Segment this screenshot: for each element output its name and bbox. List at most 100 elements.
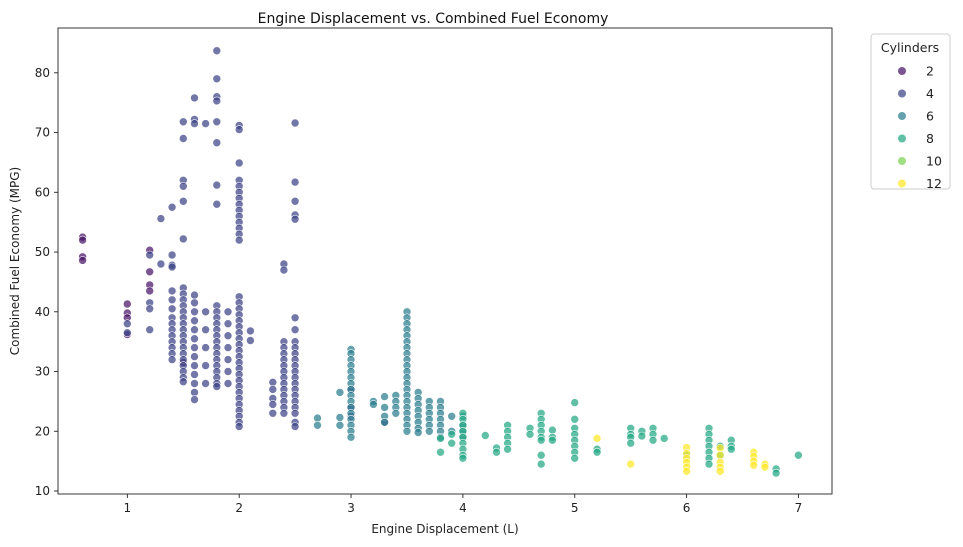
legend-frame xyxy=(870,33,951,190)
data-point xyxy=(201,119,210,128)
data-point xyxy=(279,265,289,275)
plot-area xyxy=(57,27,833,495)
legend-marker xyxy=(898,157,906,165)
data-point xyxy=(212,138,222,147)
data-point xyxy=(749,460,759,470)
y-tick-label: 10 xyxy=(35,484,50,498)
legend-entry: 2 xyxy=(898,64,934,79)
data-point xyxy=(570,398,580,407)
data-point xyxy=(436,434,445,443)
data-point xyxy=(223,319,233,329)
data-point xyxy=(380,403,389,412)
y-axis: 10 20 30 40 50 60 70 80 xyxy=(35,66,58,498)
data-point xyxy=(290,422,300,431)
legend-label: 10 xyxy=(926,154,942,169)
legend-entry: 8 xyxy=(898,131,934,146)
data-point xyxy=(212,74,222,84)
data-point xyxy=(536,459,546,469)
y-tick-label: 20 xyxy=(35,424,50,438)
data-point xyxy=(659,434,669,443)
data-point xyxy=(78,235,87,245)
legend-entries: 2 4 6 8 10 12 xyxy=(898,64,942,191)
data-point xyxy=(190,307,199,317)
data-point xyxy=(167,355,177,364)
data-points xyxy=(78,46,803,478)
legend-marker xyxy=(898,134,906,143)
data-point xyxy=(234,235,244,245)
data-point xyxy=(223,355,233,364)
data-point xyxy=(290,118,300,128)
data-point xyxy=(212,382,222,391)
legend-label: 2 xyxy=(926,64,934,79)
data-point xyxy=(536,435,546,445)
data-point xyxy=(234,422,244,431)
chart-title: Engine Displacement vs. Combined Fuel Ec… xyxy=(258,11,609,27)
legend-entry: 6 xyxy=(898,109,934,124)
x-axis-label: Engine Displacement (L) xyxy=(371,522,518,536)
data-point xyxy=(313,413,322,423)
data-point xyxy=(290,325,300,335)
data-point xyxy=(268,408,278,418)
data-point xyxy=(290,408,300,418)
data-point xyxy=(167,304,177,314)
legend-marker xyxy=(898,112,906,120)
legend-label: 6 xyxy=(926,109,934,124)
data-point xyxy=(190,334,199,344)
data-point xyxy=(380,417,389,427)
data-point xyxy=(167,202,177,212)
data-point xyxy=(223,307,233,317)
data-point xyxy=(179,377,188,387)
data-point xyxy=(548,435,557,445)
data-point xyxy=(726,444,736,454)
legend-label: 8 xyxy=(926,131,934,146)
data-point xyxy=(190,370,199,379)
data-point xyxy=(536,450,546,460)
data-point xyxy=(637,431,647,441)
data-point xyxy=(268,400,278,409)
data-point xyxy=(570,414,580,424)
plot-frame xyxy=(57,27,833,495)
data-point xyxy=(123,299,132,309)
data-point xyxy=(480,431,490,440)
data-point xyxy=(447,429,457,439)
data-point xyxy=(190,352,199,361)
data-point xyxy=(201,307,210,317)
data-point xyxy=(167,250,177,260)
data-point xyxy=(234,125,244,134)
data-point xyxy=(313,420,322,430)
data-point xyxy=(525,429,535,439)
data-point xyxy=(436,447,445,457)
data-point xyxy=(212,96,222,106)
data-point xyxy=(78,256,87,265)
data-point xyxy=(190,93,199,103)
data-point xyxy=(179,134,188,143)
data-point xyxy=(794,450,803,460)
legend-marker xyxy=(898,179,906,188)
data-point xyxy=(190,290,199,300)
series-6-cyl xyxy=(313,307,468,442)
data-point xyxy=(212,180,222,190)
x-tick-label: 1 xyxy=(124,501,132,515)
data-point xyxy=(626,459,636,469)
data-point xyxy=(190,325,199,335)
data-point xyxy=(648,435,658,445)
data-point xyxy=(771,468,781,478)
data-point xyxy=(458,453,468,463)
data-point xyxy=(167,262,177,272)
data-point xyxy=(335,388,345,397)
data-point xyxy=(570,453,580,463)
data-point xyxy=(246,336,255,345)
data-point xyxy=(246,326,255,336)
data-point xyxy=(167,286,177,296)
x-tick-label: 5 xyxy=(571,501,579,515)
data-point xyxy=(268,377,278,387)
data-point xyxy=(167,295,177,305)
data-point xyxy=(179,234,188,244)
data-point xyxy=(201,379,210,388)
data-point xyxy=(335,420,345,430)
data-point xyxy=(290,197,300,206)
data-point xyxy=(413,428,423,437)
data-point xyxy=(190,316,199,326)
legend-title: Cylinders xyxy=(881,40,939,55)
y-tick-label: 40 xyxy=(35,305,50,319)
